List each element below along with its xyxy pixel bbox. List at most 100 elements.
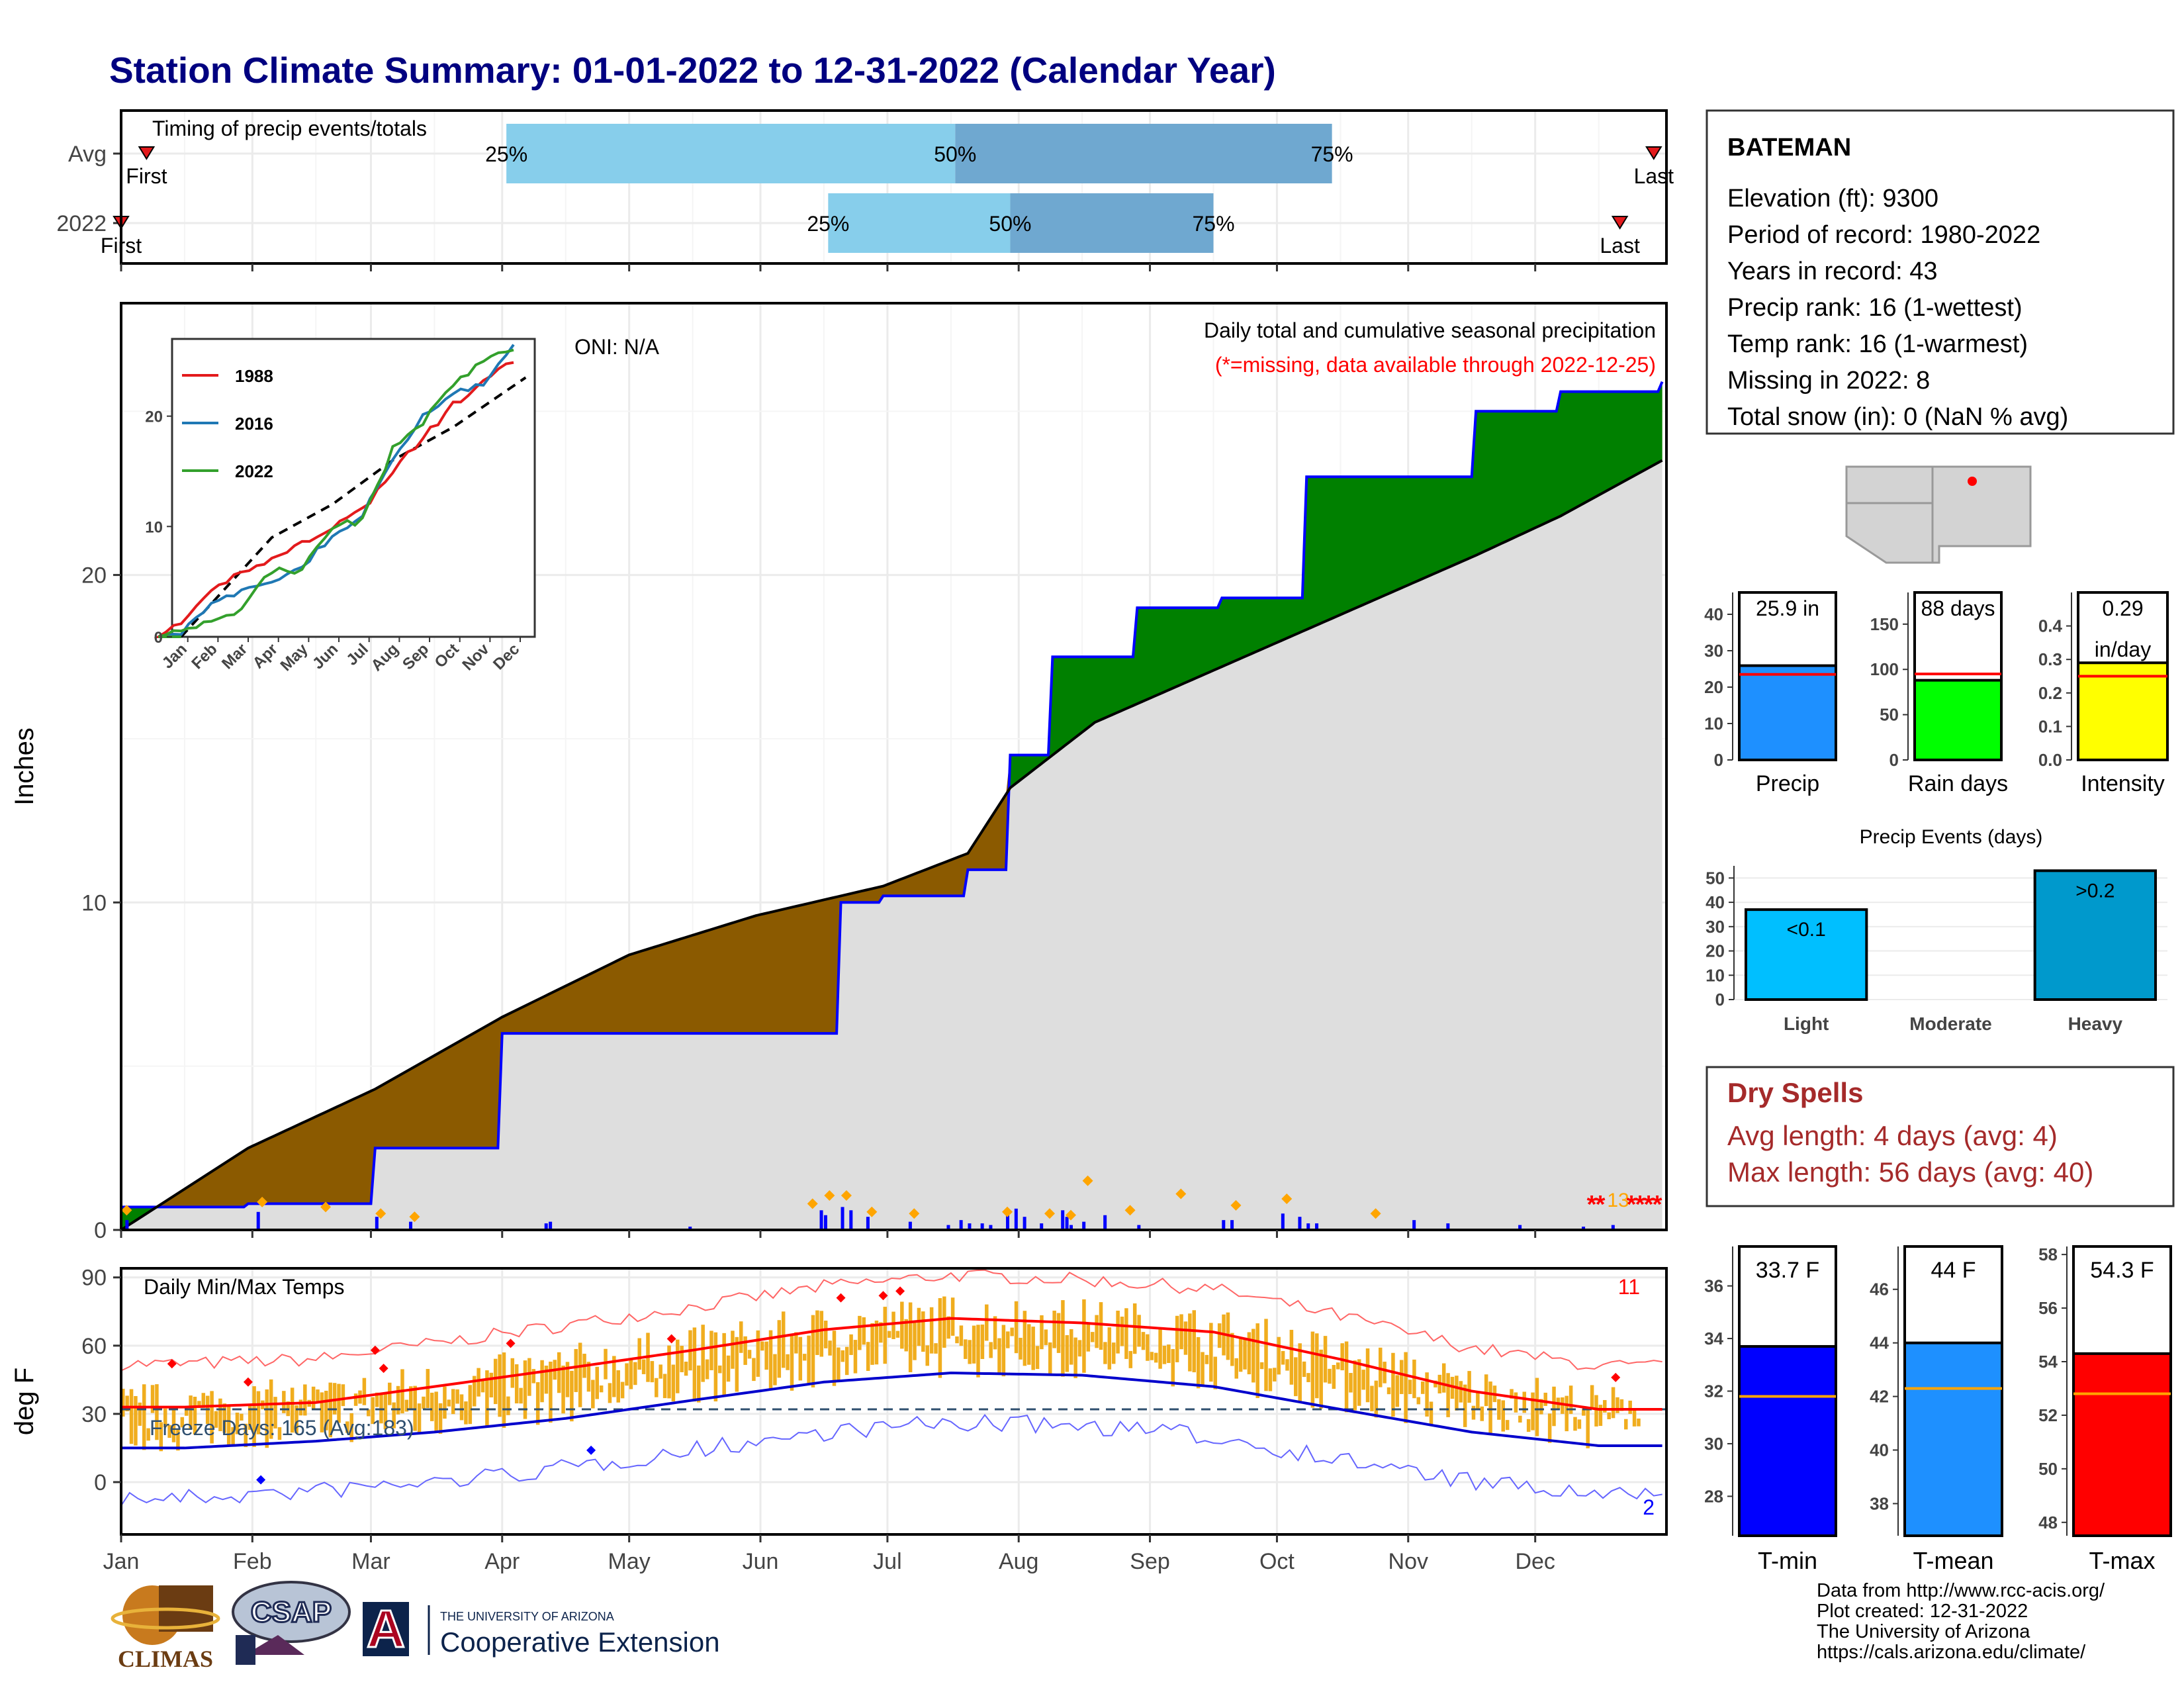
daily-temp-bar [1615, 1397, 1619, 1413]
record-marker [1175, 1188, 1187, 1199]
record-high-marker [895, 1286, 905, 1296]
quartile-bar-25-50 [828, 193, 1011, 253]
cumulative-precip-line [121, 381, 1664, 1209]
month-label: Jun [743, 1549, 779, 1574]
daily-precip-bar [1082, 1221, 1086, 1230]
record-marker [1230, 1199, 1242, 1211]
daily-temp-bar [828, 1340, 832, 1356]
y-tick-label: 10 [81, 890, 107, 915]
daily-temp-bar [1463, 1384, 1467, 1427]
daily-temp-bar [1035, 1346, 1040, 1370]
daily-temp-bar [485, 1370, 489, 1426]
daily-temp-bar [1420, 1381, 1425, 1394]
daily-temp-bar [1259, 1362, 1264, 1370]
y-tick-label: 50 [1706, 868, 1725, 888]
missing-marker: * [1596, 1191, 1606, 1219]
missing-count: 13 [1607, 1190, 1629, 1211]
record-marker [1044, 1208, 1055, 1219]
daily-temp-bar [1137, 1315, 1141, 1347]
daily-temp-bar [1425, 1372, 1429, 1417]
daily-temp-bar [1412, 1359, 1416, 1399]
daily-temp-bar [1302, 1361, 1306, 1378]
y-tick-label: 40 [1706, 892, 1725, 912]
y-tick-label: 42 [1870, 1387, 1889, 1407]
daily-temp-bar [1416, 1397, 1421, 1405]
daily-temp-bar [1065, 1335, 1069, 1372]
y-tick-label: 40 [1870, 1440, 1889, 1460]
y-tick-label: 100 [1870, 659, 1899, 679]
record-high-marker [506, 1338, 516, 1348]
daily-temp-bar [1154, 1352, 1158, 1363]
daily-temp-bar [514, 1364, 519, 1404]
daily-temp-bar [549, 1361, 553, 1423]
y-tick-label: 10 [1704, 714, 1723, 733]
daily-temp-bar [841, 1350, 845, 1362]
daily-temp-bar [676, 1339, 680, 1393]
daily-temp-bar [726, 1355, 731, 1382]
daily-temp-bar [1383, 1362, 1387, 1383]
daily-temp-bar [240, 1413, 244, 1421]
daily-temp-bar [1433, 1380, 1437, 1387]
daily-temp-bar [409, 1386, 413, 1410]
y-tick-label: 20 [81, 563, 107, 588]
daily-temp-bar [320, 1392, 324, 1432]
daily-temp-bar [171, 1408, 176, 1442]
daily-temp-bar [1361, 1370, 1365, 1390]
daily-precip-bar [1281, 1213, 1285, 1230]
daily-temp-bar [337, 1383, 341, 1423]
daily-temp-bar [938, 1297, 942, 1378]
daily-temp-bar [180, 1417, 185, 1428]
daily-precip-bar [1061, 1210, 1065, 1230]
location-map [1842, 462, 2034, 565]
daily-temp-bar [396, 1385, 400, 1415]
daily-temp-bar [1019, 1337, 1023, 1360]
bar-label: T-mean [1913, 1547, 1993, 1574]
daily-temp-bar [176, 1429, 180, 1451]
month-label: May [608, 1549, 651, 1574]
daily-temp-bar [1124, 1308, 1128, 1359]
daily-temp-bar [752, 1358, 756, 1382]
daily-temp-bar [1404, 1352, 1408, 1423]
quartile-bar-25-50 [506, 124, 956, 183]
daily-temp-bar [968, 1340, 972, 1364]
y-axis-label: Inches [10, 727, 39, 806]
csap-cloud [232, 1581, 351, 1643]
daily-temp-bar [929, 1307, 934, 1354]
daily-temp-bar [870, 1323, 874, 1365]
daily-temp-bar [853, 1340, 858, 1374]
record-low-line [120, 1413, 1662, 1507]
daily-temp-bar [786, 1354, 790, 1370]
daily-temp-bar [637, 1338, 641, 1370]
record-marker [807, 1198, 818, 1209]
record-marker [375, 1208, 387, 1219]
daily-temp-bar [1040, 1315, 1044, 1350]
daily-precip-bar [1040, 1223, 1044, 1230]
daily-precip-bar [1065, 1217, 1069, 1230]
daily-precip-bar [125, 1220, 129, 1230]
daily-temp-bar [1484, 1374, 1488, 1407]
station-line: Elevation (ft): 9300 [1727, 185, 1938, 212]
daily-temp-bar [777, 1320, 782, 1378]
record-high-marker [1611, 1372, 1621, 1382]
daily-temp-bar [942, 1296, 946, 1348]
daily-temp-bar [883, 1307, 887, 1364]
daily-temp-bar [697, 1365, 701, 1403]
daily-precip-bar [544, 1223, 548, 1230]
temp-summary-bar [1903, 1341, 2003, 1537]
daily-precip-bar [1315, 1223, 1319, 1230]
daily-temp-bar [1497, 1399, 1501, 1420]
quartile-label: 50% [989, 212, 1031, 236]
daily-temp-bar [849, 1334, 853, 1355]
daily-temp-bar [248, 1404, 252, 1430]
missing-marker: * [1627, 1191, 1637, 1219]
row-label: 2022 [56, 211, 107, 236]
daily-temp-bar [1611, 1387, 1615, 1419]
daily-temp-bar [862, 1317, 866, 1345]
daily-temp-bar [891, 1311, 895, 1339]
daily-temp-bar [781, 1311, 786, 1368]
daily-temp-bar [1526, 1419, 1531, 1432]
daily-temp-bar [193, 1396, 197, 1434]
daily-temp-bar [311, 1386, 316, 1409]
daily-precip-bar [688, 1227, 692, 1230]
daily-temp-bar [1298, 1343, 1302, 1403]
